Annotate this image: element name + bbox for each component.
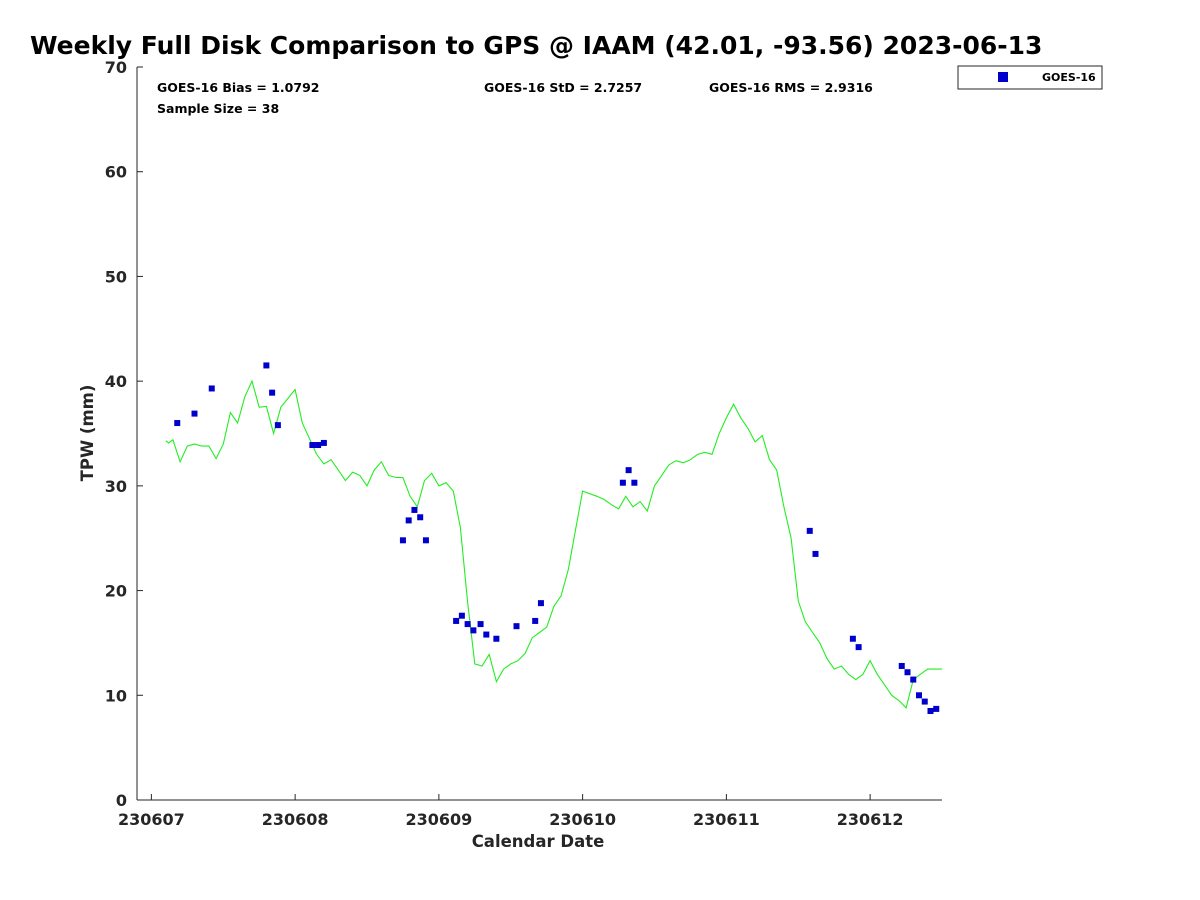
goes16-point [263,362,270,369]
goes16-point [453,617,460,624]
gps-series-line [165,379,942,709]
stat-sample-size: Sample Size = 38 [157,101,279,116]
x-ticks: 230607 230608 230609 230610 230611 230612 [118,794,904,829]
goes16-point [904,669,911,676]
y-tick-label: 50 [105,267,127,286]
y-ticks: 0 10 20 30 40 50 60 70 [105,58,143,810]
chart-title: Weekly Full Disk Comparison to GPS @ IAA… [30,31,1042,60]
goes16-point [855,644,862,651]
goes16-point [315,442,322,449]
goes16-point [898,662,905,669]
goes16-point [493,635,500,642]
y-tick-label: 0 [116,791,127,810]
x-tick-label: 230612 [837,810,904,829]
goes16-point [405,517,412,524]
y-tick-label: 60 [105,163,127,182]
goes16-point [532,617,539,624]
goes16-point [208,385,215,392]
legend-marker [998,72,1008,82]
x-tick-label: 230609 [405,810,472,829]
goes16-point [933,705,940,712]
goes16-point [411,506,418,513]
legend-box [957,65,1103,90]
legend-label: GOES-16 [1042,71,1096,84]
goes16-point [422,537,429,544]
y-tick-label: 70 [105,58,127,77]
series-group [165,362,942,714]
goes16-point [806,527,813,534]
goes16-point [910,676,917,683]
goes16-point [927,707,934,714]
goes16-point [625,467,632,474]
goes16-point [483,631,490,638]
goes16-point [916,692,922,699]
goes16-point [631,479,638,486]
goes16-point [191,410,198,417]
x-axis-label: Calendar Date [472,832,605,851]
goes16-point [174,420,181,427]
goes16-point [537,600,544,607]
y-tick-label: 40 [105,372,127,391]
y-tick-label: 10 [105,686,127,705]
goes16-point [470,627,477,634]
plot-area [136,67,942,801]
x-tick-label: 230608 [262,810,329,829]
x-tick-label: 230611 [693,810,760,829]
goes16-point [269,389,276,396]
legend: GOES-16 [957,65,1103,90]
goes16-point [320,439,327,446]
goes16-point [309,442,316,449]
goes16-point [464,621,471,628]
goes16-point [849,635,856,642]
stat-rms: GOES-16 RMS = 2.9316 [709,80,873,95]
stat-bias: GOES-16 Bias = 1.0792 [157,80,319,95]
goes16-point [513,623,520,630]
goes16-point [921,698,928,705]
goes16-point [619,479,626,486]
y-axis-label: TPW (mm) [78,385,97,482]
y-tick-label: 20 [105,582,127,601]
x-tick-label: 230610 [549,810,616,829]
goes16-point [812,550,819,557]
goes16-point [458,612,465,619]
goes16-point [477,621,484,628]
y-tick-label: 30 [105,477,127,496]
x-tick-label: 230607 [118,810,185,829]
stat-std: GOES-16 StD = 2.7257 [484,80,642,95]
goes16-point [417,514,424,521]
goes16-point [274,422,281,429]
goes16-point [399,537,406,544]
